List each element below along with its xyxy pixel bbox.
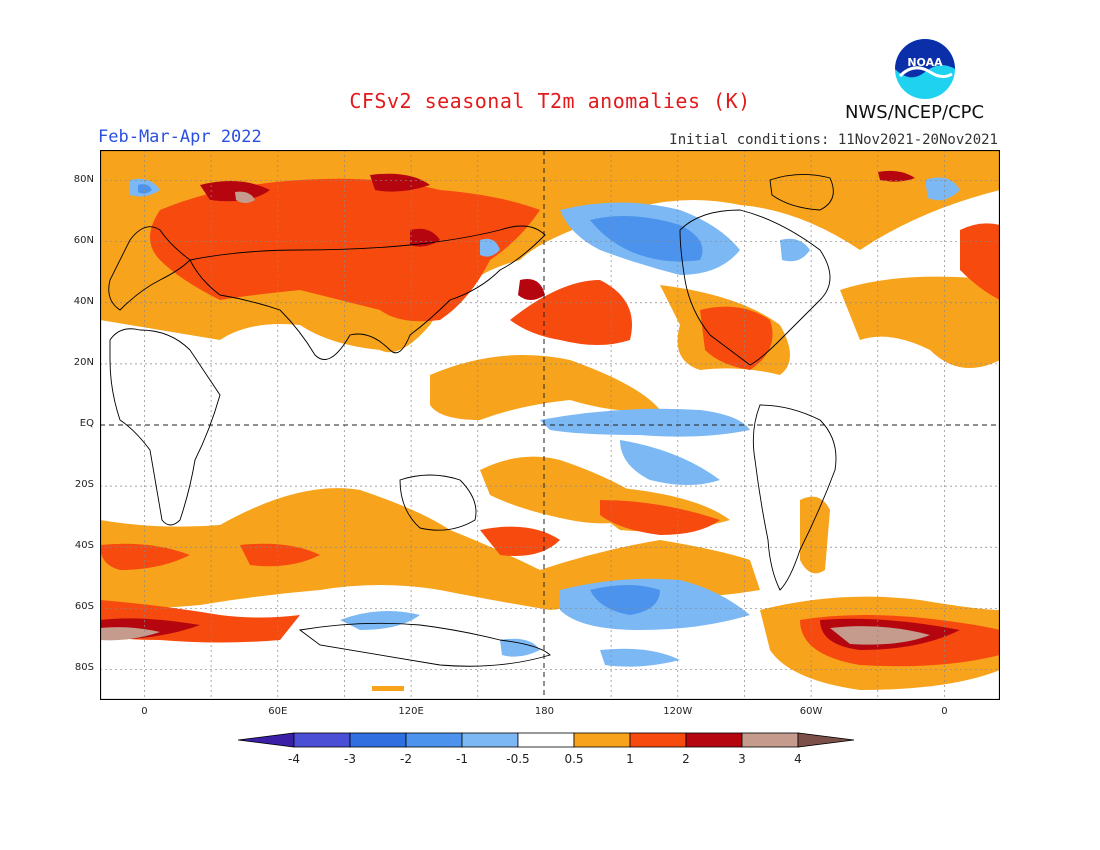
organization-label: NWS/NCEP/CPC bbox=[845, 102, 985, 123]
latitude-label: 20S bbox=[74, 479, 94, 491]
colorbar-segment bbox=[293, 732, 351, 748]
colorbar-label: -0.5 bbox=[506, 752, 530, 766]
extreme-warm-regions bbox=[100, 191, 930, 645]
colorbar-segment bbox=[741, 732, 799, 748]
latitude-label: 40S bbox=[74, 540, 94, 552]
coastlines bbox=[108, 174, 837, 667]
longitude-label: 60E bbox=[268, 706, 288, 717]
latitude-label: 20N bbox=[73, 356, 94, 368]
latitude-label: 80N bbox=[73, 173, 94, 185]
latitude-label: 40N bbox=[73, 295, 94, 307]
colorbar-label: -1 bbox=[456, 752, 468, 766]
colorbar-segment bbox=[629, 732, 687, 748]
colorbar-segment bbox=[685, 732, 743, 748]
colorbar-segment bbox=[461, 732, 519, 748]
longitude-label: 180 bbox=[534, 706, 554, 717]
anomaly-map bbox=[100, 150, 1000, 700]
colorbar-label: -3 bbox=[344, 752, 356, 766]
longitude-label: 0 bbox=[141, 706, 148, 717]
colorbar-segment bbox=[349, 732, 407, 748]
colorbar-max-triangle bbox=[797, 732, 855, 748]
strong-cool-regions bbox=[138, 184, 703, 615]
noaa-logo-icon: NOAA bbox=[895, 39, 955, 99]
season-label: Feb-Mar-Apr 2022 bbox=[98, 127, 262, 147]
initial-conditions-label: Initial conditions: 11Nov2021-20Nov2021 bbox=[669, 132, 998, 148]
colorbar-label: -4 bbox=[288, 752, 300, 766]
colorbar-label: 3 bbox=[738, 752, 746, 766]
longitude-label: 120E bbox=[398, 706, 424, 717]
latitude-label: EQ bbox=[79, 418, 94, 429]
latitude-label: 60N bbox=[73, 234, 94, 246]
colorbar-segment bbox=[517, 732, 575, 748]
longitude-label: 60W bbox=[799, 706, 823, 717]
map-title: CFSv2 seasonal T2m anomalies (K) bbox=[349, 89, 751, 113]
logo-text: NOAA bbox=[907, 56, 943, 69]
longitude-label: 0 bbox=[941, 706, 948, 717]
colorbar-label: -2 bbox=[400, 752, 412, 766]
colorbar bbox=[238, 732, 855, 748]
colorbar-label: 2 bbox=[682, 752, 690, 766]
colorbar-label: 4 bbox=[794, 752, 802, 766]
longitude-label: 120W bbox=[663, 706, 693, 717]
colorbar-segment bbox=[573, 732, 631, 748]
latitude-label: 80S bbox=[74, 662, 94, 674]
colorbar-label: 0.5 bbox=[564, 752, 584, 766]
colorbar-label: 1 bbox=[626, 752, 634, 766]
colorbar-min-triangle bbox=[238, 732, 295, 748]
map-frame bbox=[100, 150, 1000, 700]
colorbar-segment bbox=[405, 732, 463, 748]
latitude-label: 60S bbox=[74, 601, 94, 613]
